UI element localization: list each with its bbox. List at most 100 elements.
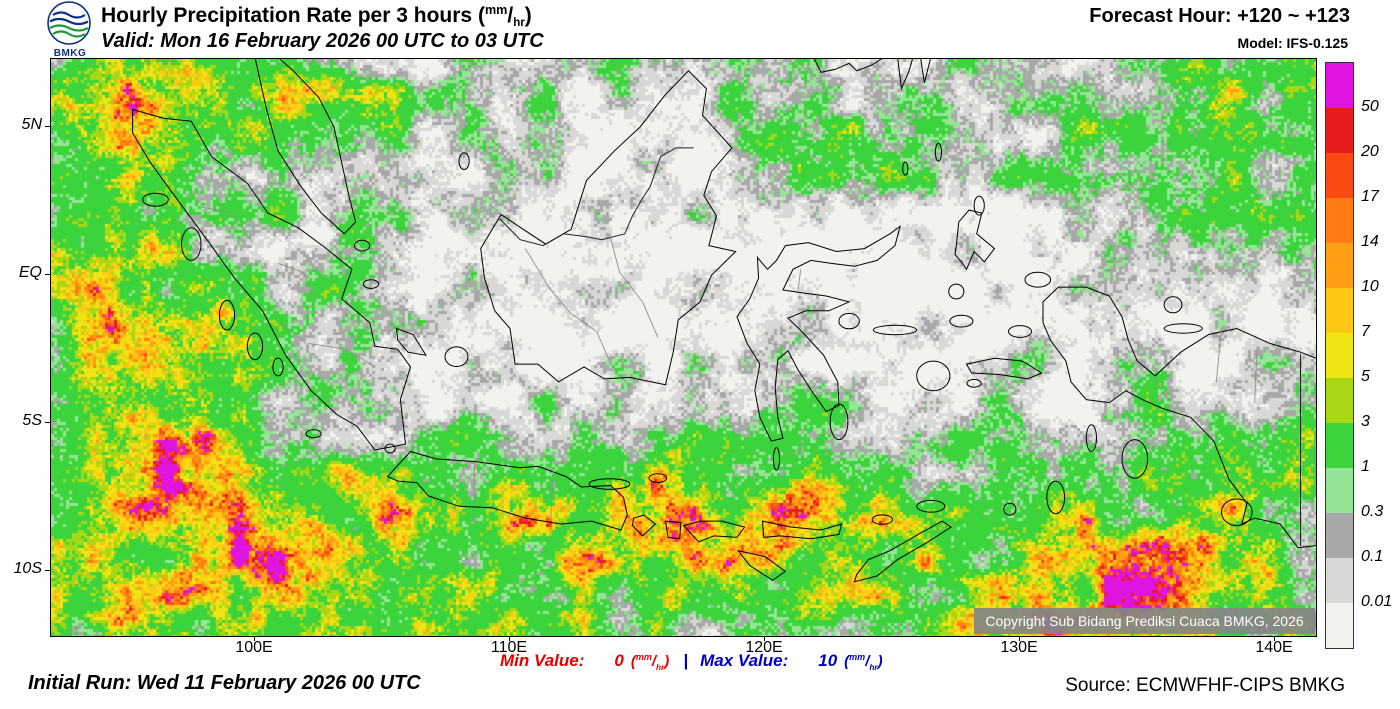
island-coastline (916, 499, 946, 513)
initial-run-label: Initial Run: Wed 11 February 2026 00 UTC (28, 672, 421, 694)
island-coastline (1085, 424, 1098, 452)
legend-tick-label: 5 (1361, 368, 1370, 385)
legend-tick-label: 14 (1361, 233, 1379, 250)
legend-color-segment (1326, 558, 1353, 603)
island-coastline (853, 520, 953, 583)
island-coastline (902, 161, 909, 176)
max-label: Max Value: (700, 651, 789, 670)
legend-color-segment (1326, 153, 1353, 198)
legend-color-segment (1326, 108, 1353, 153)
island-coastline (272, 357, 284, 377)
minmax-separator: | (683, 651, 689, 670)
legend-color-segment (1326, 468, 1353, 513)
y-tick-label: EQ (18, 264, 42, 282)
province-boundary (609, 233, 659, 338)
island-coastline (246, 332, 264, 361)
y-tick-label: 5S (22, 412, 42, 430)
x-tick-label: 100E (235, 639, 273, 656)
province-boundary (1254, 346, 1258, 403)
island-coastline (948, 283, 965, 300)
island-coastline (354, 239, 371, 252)
province-boundary (570, 313, 610, 362)
province-boundary (524, 248, 572, 314)
y-tick-mark (45, 273, 50, 275)
unit-denominator: hr (513, 17, 525, 29)
island-coastline (218, 299, 236, 331)
island-coastline (1046, 480, 1066, 515)
min-unit: (mm/hr) (630, 652, 670, 672)
island-coastline (142, 192, 169, 207)
province-boundary (277, 262, 317, 303)
max-unit-denominator: hr (869, 663, 878, 672)
min-unit-denominator: hr (656, 663, 665, 672)
legend-color-segment (1326, 288, 1353, 333)
max-value: 10 (818, 651, 838, 670)
legend-color-segment (1326, 603, 1353, 648)
legend-color-segment (1326, 423, 1353, 468)
island-coastline (1221, 498, 1253, 527)
unit-numerator: mm (484, 3, 508, 17)
island-coastline (1042, 286, 1316, 549)
island-coastline (132, 108, 412, 451)
island-coastline (480, 70, 737, 386)
legend-tick-label: 10 (1361, 278, 1379, 295)
legend-tick-label: 50 (1361, 98, 1379, 115)
y-tick-mark (45, 569, 50, 571)
y-tick-label: 5N (21, 116, 42, 134)
island-coastline (838, 312, 860, 330)
bmkg-logo: BMKG (46, 0, 94, 59)
forecast-hour-label: Forecast Hour: +120 ~ +123 (1089, 5, 1350, 27)
island-coastline (682, 520, 746, 543)
legend-color-segment (1326, 513, 1353, 558)
legend-color-segment (1326, 63, 1353, 108)
legend-tick-label: 0.3 (1361, 503, 1384, 520)
border-kalimantan (499, 147, 694, 247)
island-coastline (871, 514, 893, 525)
island-coastline (1024, 271, 1052, 288)
x-tick-mark (1018, 636, 1020, 641)
island-coastline (1163, 296, 1183, 314)
bmkg-logo-label: BMKG (53, 48, 87, 59)
island-coastline (736, 549, 787, 581)
island-coastline (444, 346, 469, 368)
x-tick-label: 120E (745, 639, 783, 656)
legend-tick-label: 7 (1361, 323, 1370, 340)
island-coastline (1121, 439, 1149, 479)
island-coastline (362, 279, 380, 290)
island-coastline (965, 357, 1043, 380)
island-coastline (736, 225, 901, 442)
island-coastline (934, 142, 943, 162)
island-coastline (254, 59, 357, 235)
y-tick-mark (45, 125, 50, 127)
island-coastline (631, 514, 657, 537)
province-boundary (280, 322, 307, 344)
island-coastline (872, 324, 918, 336)
island-coastline (1008, 325, 1032, 338)
island-coastline (966, 378, 982, 388)
legend-tick-label: 0.01 (1361, 593, 1393, 610)
island-coastline (761, 520, 843, 540)
legend-tick-label: 0.1 (1361, 548, 1384, 565)
province-boundary (201, 206, 253, 243)
legend-tick-label: 17 (1361, 188, 1379, 205)
province-boundary (1215, 328, 1222, 382)
legend-color-segment (1326, 378, 1353, 423)
x-tick-label: 140E (1255, 639, 1293, 656)
province-boundary (1152, 375, 1171, 403)
island-coastline (305, 429, 322, 439)
island-coastline (1003, 502, 1017, 516)
bmkg-logo-icon (47, 1, 91, 45)
island-coastline (458, 152, 470, 170)
legend-tick-label: 3 (1361, 413, 1370, 430)
min-value: 0 (614, 651, 624, 670)
x-tick-mark (508, 636, 510, 641)
island-coastline (1163, 323, 1203, 334)
province-boundary (770, 342, 786, 347)
x-tick-mark (1273, 636, 1275, 641)
x-tick-mark (253, 636, 255, 641)
province-boundary (308, 342, 376, 368)
legend-color-segment (1326, 333, 1353, 378)
title-text: Hourly Precipitation Rate per 3 hours (101, 4, 473, 27)
island-coastline (954, 209, 996, 271)
